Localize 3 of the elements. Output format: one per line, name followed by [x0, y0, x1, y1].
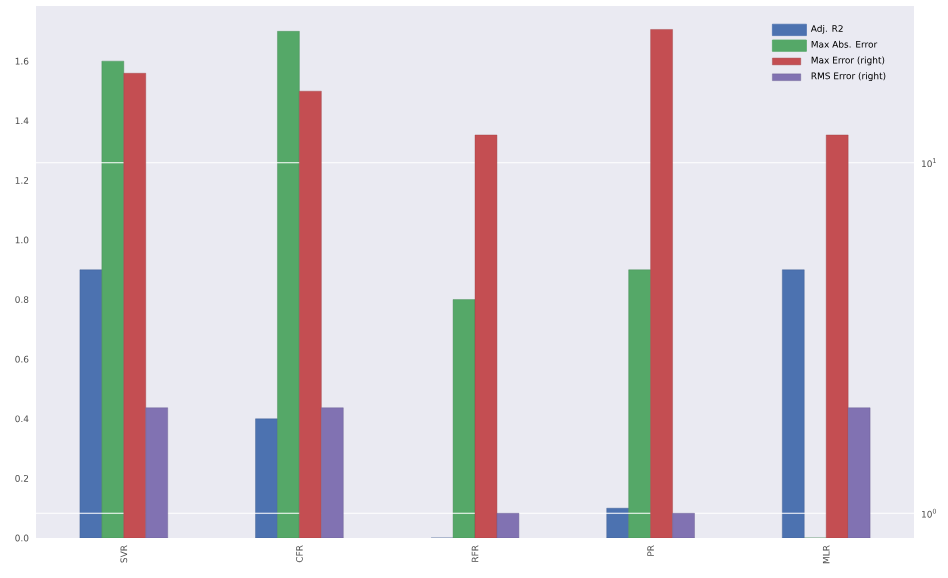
bar: [782, 269, 805, 538]
bar: [255, 418, 278, 538]
bar: [79, 269, 103, 538]
